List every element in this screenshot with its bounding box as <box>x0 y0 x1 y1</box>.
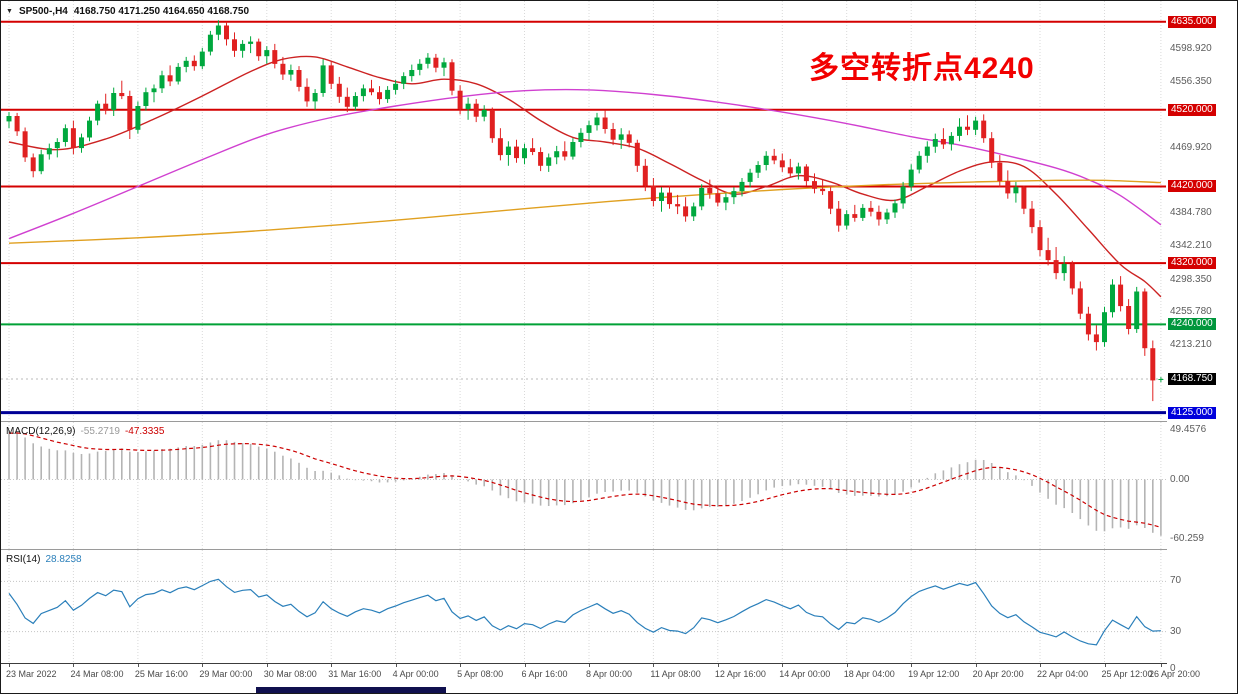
main-chart-pane[interactable]: ▼ SP500-,H4 4168.750 4171.250 4164.650 4… <box>1 1 1166 421</box>
time-axis-label: 11 Apr 08:00 <box>650 669 701 679</box>
time-axis-label: 12 Apr 16:00 <box>714 669 766 679</box>
time-axis-label: 26 Apr 20:00 <box>1149 669 1201 679</box>
price-axis-label: 4255.780 <box>1170 306 1212 318</box>
macd-indicator-label: MACD(12,26,9) -55.2719 -47.3335 <box>6 426 164 437</box>
rsi-level-lines <box>1 580 1166 633</box>
chart-dropdown-icon[interactable]: ▼ <box>6 8 13 15</box>
horizontal-scrollbar <box>1 687 1237 693</box>
symbol-period: SP500-,H4 <box>18 6 68 17</box>
time-tick <box>911 664 913 667</box>
price-axis-label: 30 <box>1170 625 1182 637</box>
macd-main-value: -55.2719 <box>80 426 120 437</box>
price-badge: 4520.000 <box>1168 103 1216 116</box>
time-axis-label: 20 Apr 20:00 <box>972 669 1024 679</box>
time-tick <box>1104 664 1106 667</box>
time-tick <box>9 664 10 667</box>
price-axis-label: 4384.780 <box>1170 207 1212 219</box>
text-annotation[interactable]: 多空转折点4240 <box>809 52 1035 85</box>
rsi-line <box>8 578 1161 646</box>
time-axis-label: 5 Apr 08:00 <box>457 669 504 679</box>
macd-pane[interactable]: MACD(12,26,9) -55.2719 -47.3335 <box>1 422 1166 549</box>
rsi-value: 28.8258 <box>45 554 82 565</box>
price-badge: 4420.000 <box>1168 180 1216 193</box>
pane-separator[interactable] <box>1 549 1237 550</box>
price-axis-label: 0.00 <box>1170 473 1190 485</box>
price-axis-label: 4213.210 <box>1170 338 1212 350</box>
time-tick <box>846 664 848 667</box>
time-axis-label: 25 Mar 16:00 <box>134 669 188 679</box>
grid-lines <box>8 550 1162 663</box>
time-axis-label: 22 Apr 04:00 <box>1037 669 1089 679</box>
pane-separator[interactable] <box>1 421 1237 422</box>
macd-chart <box>1 422 1166 549</box>
macd-signal-line <box>8 432 1162 528</box>
price-axis-label: 4556.350 <box>1170 75 1212 87</box>
price-axis-label: 4469.920 <box>1170 142 1212 154</box>
candles <box>6 20 1164 402</box>
time-tick <box>589 664 590 667</box>
time-tick <box>1160 664 1162 667</box>
ma-slow-orange-line <box>8 179 1161 244</box>
time-tick <box>1040 664 1041 667</box>
price-axis-label: -60.259 <box>1170 533 1204 545</box>
scrollbar-thumb[interactable] <box>256 687 446 693</box>
time-tick <box>524 664 526 667</box>
time-axis-label: 25 Apr 12:00 <box>1101 669 1153 679</box>
time-tick <box>717 664 719 667</box>
time-axis[interactable]: 23 Mar 2022 24 Mar 08:00 25 Mar 16:00 29 Ma… <box>1 664 1200 687</box>
time-tick <box>137 664 139 667</box>
rsi-chart <box>1 550 1166 663</box>
price-badge: 4168.750 <box>1168 373 1216 386</box>
time-axis-label: 29 Mar 00:00 <box>199 669 253 679</box>
price-axis-label: 4342.210 <box>1170 240 1212 252</box>
time-axis-label: 6 Apr 16:00 <box>521 669 568 679</box>
grid-lines <box>8 1 1162 421</box>
price-axis-label: 70 <box>1170 575 1182 587</box>
ma-mid-magenta-line <box>8 88 1162 240</box>
macd-histogram <box>8 430 1162 536</box>
price-axis[interactable]: 4635.000 4598.920 4556.350 4520.000 4469.920… <box>1167 1 1237 693</box>
time-tick <box>653 664 655 667</box>
macd-signal-value: -47.3335 <box>124 426 165 437</box>
time-axis-label: 18 Apr 04:00 <box>843 669 895 679</box>
price-axis-label: 4598.920 <box>1170 43 1212 55</box>
horizontal-support-resistance-lines[interactable] <box>1 20 1166 415</box>
time-tick <box>266 664 268 667</box>
time-axis-border <box>1 663 1237 664</box>
time-axis-label: 4 Apr 00:00 <box>392 669 439 679</box>
price-axis-label: 0 <box>1170 663 1176 675</box>
time-axis-label: 19 Apr 12:00 <box>908 669 960 679</box>
time-axis-label: 8 Apr 00:00 <box>585 669 632 679</box>
time-tick <box>202 664 204 667</box>
time-axis-label: 14 Apr 00:00 <box>779 669 831 679</box>
candlestick-chart <box>1 1 1166 421</box>
price-axis-label: 49.4576 <box>1170 424 1207 436</box>
time-axis-label: 24 Mar 08:00 <box>70 669 124 679</box>
rsi-pane[interactable]: RSI(14) 28.8258 <box>1 550 1166 663</box>
rsi-label: RSI(14) <box>6 554 41 565</box>
ohlc-values: 4168.750 4171.250 4164.650 4168.750 <box>73 6 250 17</box>
price-badge: 4240.000 <box>1168 318 1216 331</box>
time-tick <box>782 664 784 667</box>
chart-header: ▼ SP500-,H4 4168.750 4171.250 4164.650 4… <box>6 6 249 17</box>
time-tick <box>975 664 977 667</box>
price-badge: 4635.000 <box>1168 15 1216 28</box>
grid-lines <box>8 422 1162 549</box>
time-axis-label: 31 Mar 16:00 <box>328 669 382 679</box>
price-badge: 4125.000 <box>1168 406 1216 419</box>
rsi-indicator-label: RSI(14) 28.8258 <box>6 554 82 565</box>
price-badge: 4320.000 <box>1168 257 1216 270</box>
time-axis-label: 23 Mar 2022 <box>6 669 57 679</box>
time-tick <box>460 664 462 667</box>
time-axis-label: 30 Mar 08:00 <box>263 669 317 679</box>
price-axis-label: 4298.350 <box>1170 273 1212 285</box>
macd-label: MACD(12,26,9) <box>6 426 76 437</box>
ma-fast-red-line <box>8 55 1162 298</box>
time-tick <box>331 664 333 667</box>
time-tick <box>395 664 397 667</box>
time-tick <box>73 664 75 667</box>
